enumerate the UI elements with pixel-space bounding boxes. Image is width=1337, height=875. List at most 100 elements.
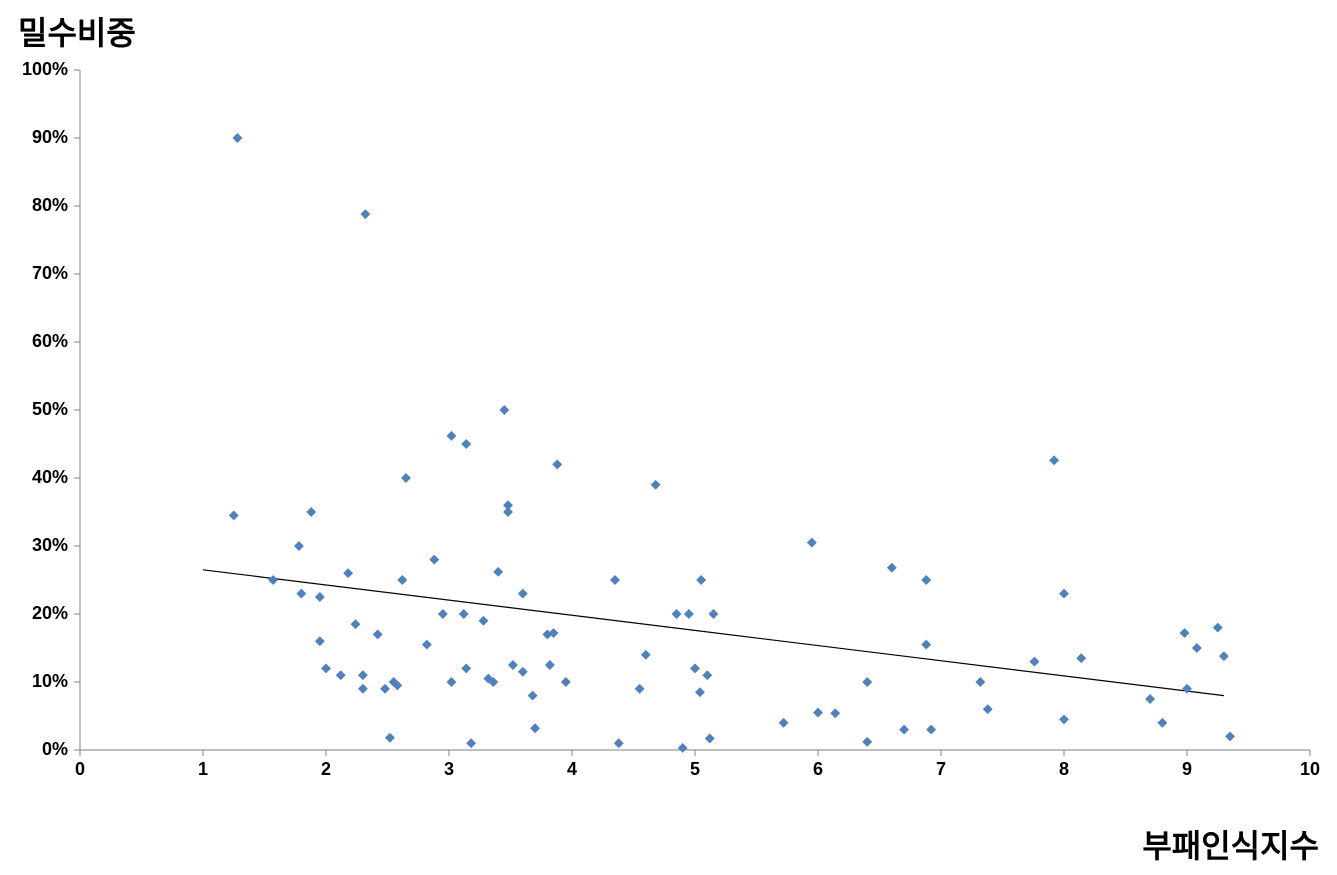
- scatter-point: [373, 629, 383, 639]
- scatter-point: [358, 670, 368, 680]
- plot-area: 0%10%20%30%40%50%60%70%80%90%100%0123456…: [80, 70, 1320, 790]
- scatter-point: [447, 431, 457, 441]
- scatter-point: [705, 733, 715, 743]
- scatter-point: [429, 555, 439, 565]
- scatter-point: [385, 733, 395, 743]
- scatter-point: [296, 589, 306, 599]
- y-tick-label: 100%: [22, 59, 68, 79]
- scatter-point: [1180, 628, 1190, 638]
- scatter-point: [447, 677, 457, 687]
- scatter-point: [461, 439, 471, 449]
- x-tick-label: 9: [1182, 759, 1192, 779]
- scatter-point: [380, 684, 390, 694]
- scatter-point: [887, 563, 897, 573]
- scatter-point: [336, 670, 346, 680]
- scatter-point: [641, 650, 651, 660]
- scatter-point: [975, 677, 985, 687]
- scatter-point: [1059, 714, 1069, 724]
- scatter-chart: 밀수비중 부패인식지수 0%10%20%30%40%50%60%70%80%90…: [0, 0, 1337, 875]
- scatter-point: [1049, 455, 1059, 465]
- scatter-point: [610, 575, 620, 585]
- scatter-point: [696, 575, 706, 585]
- scatter-point: [614, 738, 624, 748]
- scatter-point: [983, 704, 993, 714]
- scatter-point: [1145, 694, 1155, 704]
- scatter-point: [1192, 643, 1202, 653]
- scatter-point: [518, 589, 528, 599]
- scatter-point: [461, 663, 471, 673]
- y-tick-label: 20%: [32, 603, 68, 623]
- scatter-point: [672, 609, 682, 619]
- scatter-point: [493, 567, 503, 577]
- scatter-point: [921, 640, 931, 650]
- scatter-point: [830, 708, 840, 718]
- scatter-point: [315, 592, 325, 602]
- scatter-point: [360, 209, 370, 219]
- x-tick-label: 6: [813, 759, 823, 779]
- y-tick-label: 90%: [32, 127, 68, 147]
- x-tick-label: 3: [444, 759, 454, 779]
- scatter-point: [315, 636, 325, 646]
- x-tick-label: 4: [567, 759, 577, 779]
- y-tick-label: 70%: [32, 263, 68, 283]
- scatter-point: [807, 538, 817, 548]
- scatter-point: [343, 568, 353, 578]
- scatter-point: [635, 684, 645, 694]
- scatter-point: [1213, 623, 1223, 633]
- scatter-point: [862, 677, 872, 687]
- x-tick-label: 7: [936, 759, 946, 779]
- y-tick-label: 60%: [32, 331, 68, 351]
- scatter-point: [1157, 718, 1167, 728]
- x-tick-label: 0: [75, 759, 85, 779]
- scatter-point: [702, 670, 712, 680]
- scatter-point: [306, 507, 316, 517]
- y-tick-label: 10%: [32, 671, 68, 691]
- y-tick-label: 0%: [42, 739, 68, 759]
- scatter-point: [229, 510, 239, 520]
- scatter-point: [294, 541, 304, 551]
- y-tick-label: 80%: [32, 195, 68, 215]
- scatter-point: [651, 480, 661, 490]
- scatter-point: [813, 708, 823, 718]
- y-tick-label: 50%: [32, 399, 68, 419]
- x-tick-label: 2: [321, 759, 331, 779]
- scatter-point: [438, 609, 448, 619]
- scatter-point: [545, 660, 555, 670]
- scatter-point: [1182, 684, 1192, 694]
- scatter-point: [1059, 589, 1069, 599]
- scatter-point: [528, 691, 538, 701]
- scatter-point: [401, 473, 411, 483]
- scatter-point: [1030, 657, 1040, 667]
- scatter-point: [232, 133, 242, 143]
- scatter-point: [358, 684, 368, 694]
- scatter-point: [351, 619, 361, 629]
- scatter-point: [684, 609, 694, 619]
- scatter-point: [695, 687, 705, 697]
- x-tick-label: 8: [1059, 759, 1069, 779]
- scatter-point: [499, 405, 509, 415]
- scatter-point: [779, 718, 789, 728]
- scatter-point: [921, 575, 931, 585]
- x-axis-title: 부패인식지수: [1142, 821, 1319, 867]
- scatter-point: [1219, 651, 1229, 661]
- scatter-point: [862, 737, 872, 747]
- scatter-point: [508, 660, 518, 670]
- trend-line: [203, 570, 1224, 696]
- x-tick-label: 10: [1300, 759, 1320, 779]
- scatter-point: [422, 640, 432, 650]
- y-tick-label: 40%: [32, 467, 68, 487]
- x-tick-label: 1: [198, 759, 208, 779]
- scatter-point: [478, 616, 488, 626]
- scatter-point: [926, 725, 936, 735]
- y-axis-title: 밀수비중: [18, 8, 136, 54]
- scatter-point: [518, 667, 528, 677]
- scatter-point: [899, 725, 909, 735]
- scatter-point: [466, 738, 476, 748]
- plot-svg: 0%10%20%30%40%50%60%70%80%90%100%0123456…: [80, 70, 1320, 790]
- scatter-point: [561, 677, 571, 687]
- scatter-point: [1225, 731, 1235, 741]
- scatter-point: [268, 575, 278, 585]
- scatter-point: [552, 459, 562, 469]
- x-tick-label: 5: [690, 759, 700, 779]
- scatter-point: [678, 743, 688, 753]
